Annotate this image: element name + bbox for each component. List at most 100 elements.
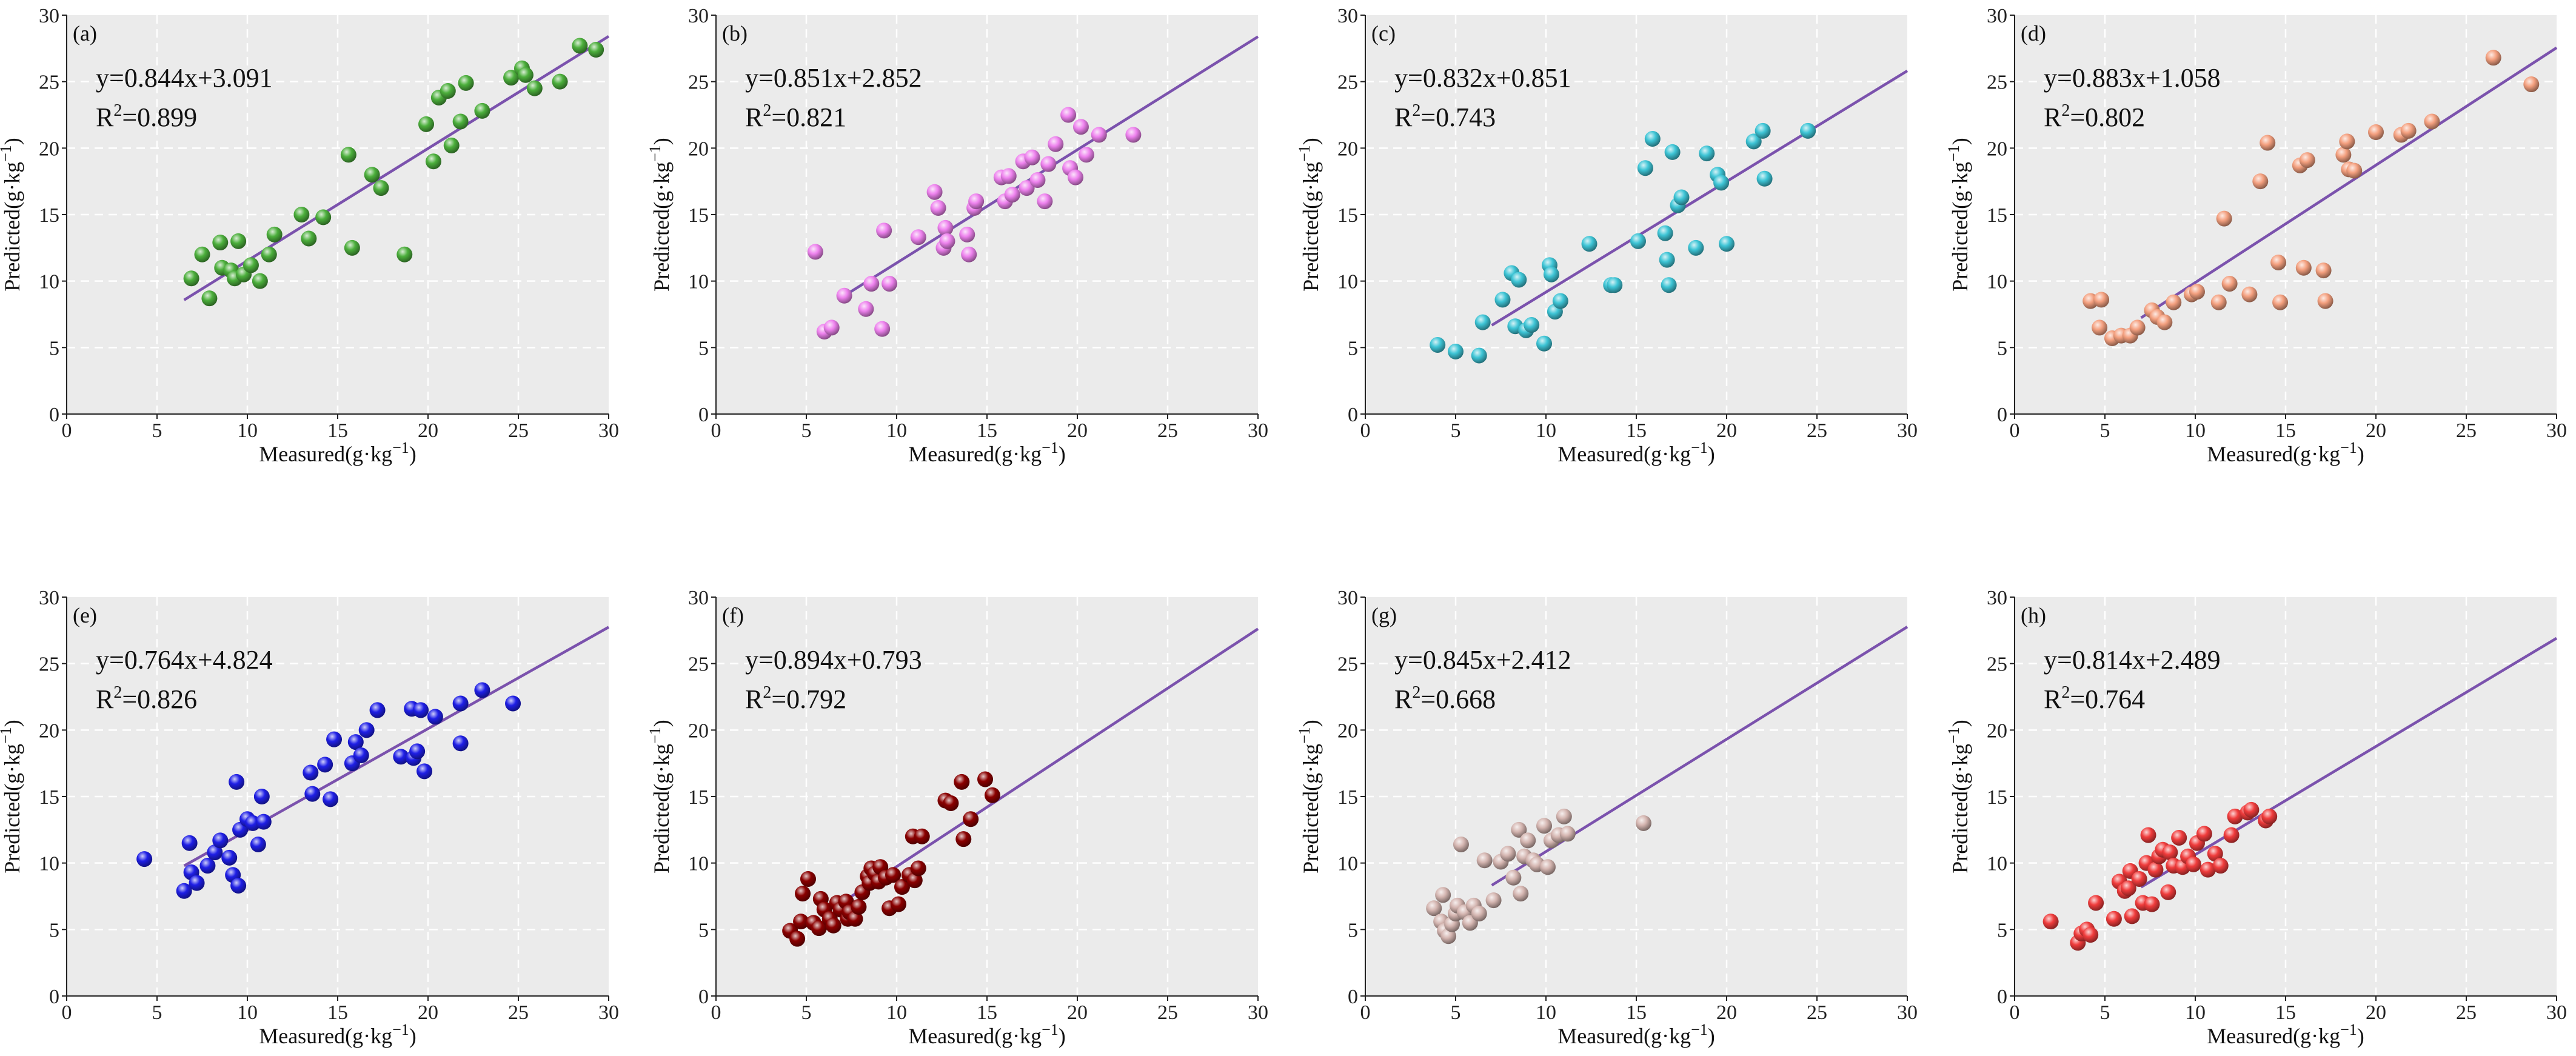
y-tick-label: 0 bbox=[698, 404, 709, 426]
data-point bbox=[1637, 160, 1653, 176]
data-point bbox=[176, 883, 192, 899]
data-point bbox=[2207, 846, 2223, 862]
data-point bbox=[890, 896, 906, 912]
data-point bbox=[1800, 122, 1816, 139]
y-tick-label: 30 bbox=[1337, 587, 1358, 609]
data-point bbox=[2120, 880, 2136, 897]
x-tick-label: 5 bbox=[152, 1001, 162, 1024]
data-point bbox=[353, 747, 369, 764]
data-point bbox=[825, 917, 841, 934]
y-tick-label: 30 bbox=[1987, 5, 2007, 27]
data-point bbox=[937, 219, 954, 236]
y-axis-label: Predicted(g·kg−1) bbox=[646, 720, 674, 874]
data-point bbox=[2129, 319, 2146, 336]
data-point bbox=[1664, 144, 1681, 160]
data-point bbox=[885, 867, 902, 883]
data-point bbox=[201, 290, 218, 307]
data-point bbox=[1511, 272, 1527, 288]
regression-equation: y=0.764x+4.824 bbox=[96, 645, 273, 675]
data-point bbox=[315, 209, 332, 226]
x-tick-label: 5 bbox=[1451, 1001, 1461, 1024]
y-tick-label: 30 bbox=[688, 5, 709, 27]
data-point bbox=[1688, 239, 1704, 256]
data-point bbox=[243, 257, 259, 273]
y-tick-label: 30 bbox=[39, 587, 59, 609]
data-point bbox=[2093, 292, 2110, 308]
x-tick-label: 20 bbox=[2366, 419, 2386, 442]
data-point bbox=[1000, 168, 1017, 184]
y-tick-label: 0 bbox=[49, 404, 59, 426]
data-point bbox=[2339, 133, 2355, 150]
data-point bbox=[2523, 76, 2540, 93]
y-tick-label: 10 bbox=[1337, 271, 1358, 293]
data-point bbox=[409, 743, 426, 760]
data-point bbox=[2272, 294, 2289, 310]
x-tick-label: 30 bbox=[2546, 419, 2567, 442]
data-point bbox=[2241, 286, 2258, 302]
x-tick-label: 25 bbox=[1807, 419, 1827, 442]
data-point bbox=[943, 795, 959, 811]
x-tick-label: 15 bbox=[977, 1001, 997, 1024]
regression-equation: y=0.883x+1.058 bbox=[2044, 63, 2221, 93]
data-point bbox=[1635, 815, 1651, 831]
y-tick-label: 10 bbox=[688, 271, 709, 293]
data-point bbox=[418, 116, 435, 132]
y-tick-label: 20 bbox=[688, 138, 709, 160]
x-tick-label: 5 bbox=[1451, 419, 1461, 442]
data-point bbox=[2252, 173, 2269, 190]
data-point bbox=[2124, 908, 2140, 924]
data-point bbox=[317, 757, 333, 773]
data-point bbox=[1552, 293, 1568, 309]
y-tick-label: 15 bbox=[1987, 204, 2007, 227]
regression-equation: y=0.845x+2.412 bbox=[1394, 645, 1571, 675]
data-point bbox=[474, 102, 490, 119]
regression-line bbox=[1491, 69, 1909, 327]
x-tick-label: 15 bbox=[327, 419, 348, 442]
data-point bbox=[959, 226, 975, 242]
data-point bbox=[221, 849, 238, 866]
data-point bbox=[440, 83, 456, 99]
data-point bbox=[1448, 343, 1464, 359]
data-point bbox=[413, 702, 429, 718]
data-point bbox=[1661, 277, 1677, 293]
data-point bbox=[136, 851, 153, 867]
data-point bbox=[452, 113, 469, 130]
data-point bbox=[517, 67, 534, 83]
data-point bbox=[1485, 892, 1502, 909]
y-tick-label: 20 bbox=[1987, 138, 2007, 160]
scatter-panel: 00 5 5 10 10 15 15 20 20 25 25 30 30 (a) y=0.844x+3.09… bbox=[0, 5, 619, 466]
regression-line bbox=[2140, 637, 2558, 889]
data-point bbox=[2189, 284, 2205, 300]
data-point bbox=[1494, 292, 1511, 308]
regression-line bbox=[841, 627, 1259, 904]
data-point bbox=[977, 771, 994, 787]
y-tick-label: 25 bbox=[688, 653, 709, 676]
scatter-panel: 00 5 5 10 10 15 15 20 20 25 25 30 30 (d) y=0.883x+1.05… bbox=[1945, 5, 2567, 466]
y-tick-label: 20 bbox=[1337, 138, 1358, 160]
x-axis-label: Measured(g·kg−1) bbox=[1557, 439, 1715, 466]
data-point bbox=[1511, 821, 1527, 838]
data-point bbox=[1078, 147, 1094, 163]
data-point bbox=[2162, 844, 2178, 861]
data-point bbox=[1453, 836, 1469, 852]
data-point bbox=[2200, 861, 2216, 878]
y-tick-label: 5 bbox=[49, 919, 59, 941]
data-point bbox=[1476, 852, 1493, 869]
data-point bbox=[1755, 122, 1771, 139]
data-point bbox=[250, 836, 266, 852]
data-point bbox=[417, 763, 433, 780]
y-tick-label: 25 bbox=[1337, 653, 1358, 676]
data-point bbox=[984, 787, 1000, 803]
data-point bbox=[2243, 801, 2260, 818]
data-point bbox=[1536, 818, 1553, 834]
regression-equation: y=0.832x+0.851 bbox=[1394, 63, 1571, 93]
x-tick-label: 15 bbox=[1626, 1001, 1647, 1024]
r-squared: R2=0.668 bbox=[1394, 683, 1496, 714]
data-point bbox=[876, 222, 892, 239]
panel-label: (a) bbox=[73, 21, 97, 45]
scatter-panel: 00 5 5 10 10 15 15 20 20 25 25 30 30 (e) y=0.764x+4.82… bbox=[0, 587, 619, 1048]
data-point bbox=[2088, 895, 2104, 911]
data-point bbox=[2315, 262, 2332, 279]
x-tick-label: 0 bbox=[2010, 1001, 2020, 1024]
x-tick-label: 10 bbox=[237, 419, 258, 442]
